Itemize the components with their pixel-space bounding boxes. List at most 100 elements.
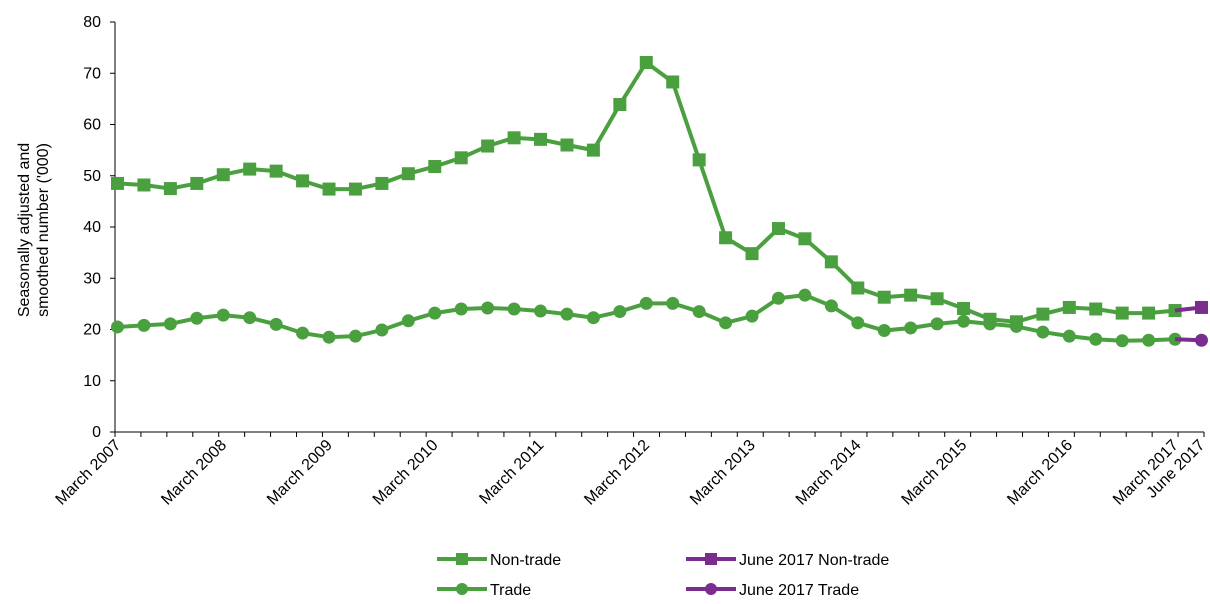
y-tick-label: 50	[83, 168, 101, 185]
data-point	[983, 317, 997, 331]
data-point	[216, 308, 230, 322]
data-point	[930, 317, 944, 331]
data-point	[1195, 300, 1208, 314]
data-point	[1062, 300, 1076, 314]
data-point	[1115, 334, 1129, 348]
data-point	[243, 162, 257, 176]
data-point	[296, 326, 310, 340]
data-point	[1142, 333, 1156, 347]
x-tick-label: March 2010	[370, 437, 442, 509]
data-point	[190, 176, 204, 190]
x-tick-label: March 2016	[1004, 437, 1076, 509]
data-point	[639, 55, 653, 69]
data-point	[1089, 302, 1103, 316]
legend: Non-trade June 2017 Non-trade Trade June 20…	[437, 552, 889, 599]
legend-item: Trade	[437, 582, 531, 599]
data-point	[454, 302, 468, 316]
data-point	[507, 131, 521, 145]
y-tick-label: 80	[83, 14, 101, 31]
data-point	[481, 139, 495, 153]
y-tick-label: 70	[83, 65, 101, 82]
data-point	[322, 182, 336, 196]
data-point	[851, 316, 865, 330]
x-tick-label: March 2008	[158, 437, 230, 509]
data-point	[692, 305, 706, 319]
data-point	[269, 317, 283, 331]
x-tick-label: March 2015	[899, 437, 971, 509]
data-point	[639, 296, 653, 310]
x-tick-label: March 2009	[264, 437, 336, 509]
data-point	[534, 304, 548, 318]
data-point	[719, 316, 733, 330]
data-point	[613, 305, 627, 319]
data-point	[428, 306, 442, 320]
data-point	[216, 168, 230, 182]
legend-label: Non-trade	[490, 552, 561, 569]
legend-label: June 2017 Non-trade	[739, 552, 889, 569]
data-point	[586, 143, 600, 157]
data-point	[824, 255, 838, 269]
series-line	[117, 60, 1176, 324]
data-point	[1142, 306, 1156, 320]
data-point	[957, 314, 971, 328]
legend-item: June 2017 Non-trade	[686, 552, 889, 569]
series-trade	[111, 288, 1182, 348]
data-point	[111, 176, 124, 190]
data-point	[560, 307, 574, 321]
x-tick-label: March 2013	[687, 437, 759, 509]
data-point	[666, 296, 680, 310]
y-tick-label: 30	[83, 270, 101, 287]
data-point	[560, 138, 574, 152]
data-point	[454, 151, 468, 165]
data-point	[348, 329, 362, 343]
y-axis-title: Seasonally adjusted and smoothed number (…	[16, 143, 52, 317]
data-point	[771, 291, 785, 305]
data-point	[1062, 329, 1076, 343]
data-point	[534, 132, 548, 146]
data-point	[666, 75, 680, 89]
legend-swatch-marker	[456, 583, 468, 595]
data-point	[375, 176, 389, 190]
legend-swatch-marker	[456, 553, 468, 565]
data-point	[904, 321, 918, 335]
data-point	[586, 311, 600, 325]
data-point	[692, 153, 706, 167]
data-point	[877, 290, 891, 304]
data-point	[163, 317, 177, 331]
data-point	[190, 311, 204, 325]
data-point	[507, 302, 521, 316]
data-point	[111, 320, 124, 334]
y-axis-label-line: Seasonally adjusted and	[16, 143, 33, 317]
series-layer	[111, 55, 1208, 348]
data-point	[163, 182, 177, 196]
data-point	[296, 174, 310, 188]
data-point	[348, 182, 362, 196]
data-point	[798, 232, 812, 246]
y-tick-label: 20	[83, 322, 101, 339]
data-point	[798, 288, 812, 302]
series-june-2017-trade	[1174, 333, 1208, 347]
data-point	[322, 330, 336, 344]
legend-swatch-marker	[705, 553, 717, 565]
y-tick-label: 10	[83, 373, 101, 390]
data-point	[401, 167, 415, 181]
series-non-trade	[111, 55, 1182, 329]
data-point	[851, 281, 865, 295]
data-point	[1036, 325, 1050, 339]
x-tick-label: March 2014	[793, 437, 865, 509]
axes	[110, 21, 1205, 437]
y-axis-label: Seasonally adjusted and smoothed number (…	[16, 143, 52, 317]
data-point	[745, 247, 759, 261]
data-point	[930, 292, 944, 306]
data-point	[1009, 319, 1023, 333]
legend-swatch-marker	[705, 583, 717, 595]
legend-item: June 2017 Trade	[686, 582, 859, 599]
data-point	[904, 288, 918, 302]
data-point	[1036, 307, 1050, 321]
data-point	[481, 301, 495, 315]
x-tick-label: March 2011	[476, 437, 547, 508]
data-point	[1195, 333, 1208, 347]
data-point	[824, 299, 838, 313]
